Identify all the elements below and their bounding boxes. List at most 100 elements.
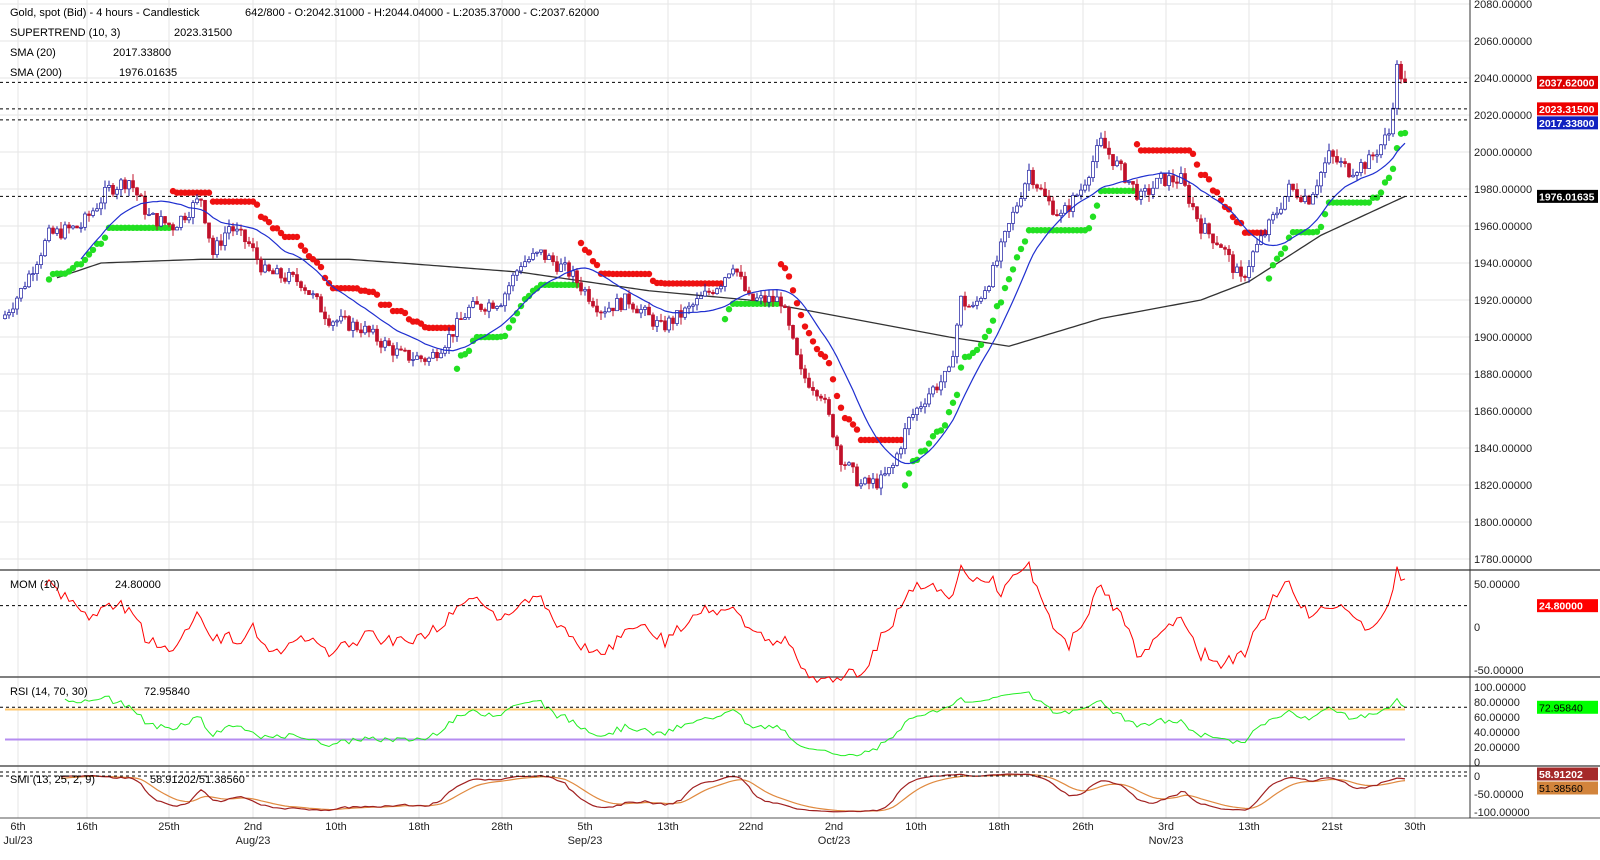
candle-up bbox=[523, 261, 527, 267]
date-tick-day: 16th bbox=[76, 821, 97, 833]
sma200-value: 1976.01635 bbox=[119, 67, 178, 79]
candle-up bbox=[1023, 183, 1027, 199]
supertrend-up-dot bbox=[89, 246, 97, 254]
candle-down bbox=[839, 445, 843, 465]
price-tick-label: 1880.00000 bbox=[1474, 369, 1532, 381]
candle-down bbox=[399, 348, 403, 351]
candle-up bbox=[983, 290, 987, 299]
supertrend-down-dot bbox=[793, 299, 801, 307]
candle-down bbox=[267, 264, 271, 272]
candle-up bbox=[31, 273, 35, 275]
candle-down bbox=[1331, 150, 1335, 157]
rsi-tick-label: 40.00000 bbox=[1474, 727, 1520, 739]
supertrend-up-dot bbox=[929, 433, 937, 440]
candle-up bbox=[63, 224, 67, 239]
candle-down bbox=[1215, 242, 1219, 245]
candle-down bbox=[483, 309, 487, 312]
supertrend-down-dot bbox=[833, 392, 841, 400]
supertrend-up-dot bbox=[165, 224, 173, 232]
candle-down bbox=[391, 345, 395, 356]
candle-down bbox=[1043, 188, 1047, 197]
candle-down bbox=[1147, 188, 1151, 195]
candle-up bbox=[235, 228, 239, 232]
candle-up bbox=[1099, 137, 1103, 146]
supertrend-up-dot bbox=[977, 341, 985, 349]
candle-up bbox=[859, 483, 863, 487]
candle-down bbox=[343, 315, 347, 318]
supertrend-down-dot bbox=[297, 242, 305, 249]
supertrend-up-dot bbox=[469, 337, 477, 345]
supertrend-down-dot bbox=[1205, 176, 1213, 183]
candle-up bbox=[215, 240, 219, 255]
candle-down bbox=[611, 307, 615, 312]
candle-up bbox=[1027, 169, 1031, 185]
sma20-price-tag-text: 2017.33800 bbox=[1539, 118, 1595, 130]
sma200-label: SMA (200) bbox=[10, 67, 62, 79]
candle-up bbox=[351, 321, 355, 331]
supertrend-up-dot bbox=[1277, 250, 1285, 258]
candle-down bbox=[579, 282, 583, 292]
candle-up bbox=[1127, 181, 1131, 183]
candle-up bbox=[71, 225, 75, 229]
candle-down bbox=[823, 397, 827, 400]
candle-up bbox=[527, 259, 531, 263]
candle-down bbox=[1031, 169, 1035, 186]
date-tick-day: 28th bbox=[491, 821, 512, 833]
candle-up bbox=[695, 298, 699, 306]
candle-down bbox=[283, 277, 287, 282]
smi-tag-text: 58.91202 bbox=[1539, 769, 1583, 781]
supertrend-up-dot bbox=[949, 399, 957, 406]
date-tick-month: Nov/23 bbox=[1149, 835, 1184, 847]
smi-signal-tag-text: 51.38560 bbox=[1539, 783, 1583, 795]
ohlc-readout: 642/800 - O:2042.31000 - H:2044.04000 - … bbox=[245, 7, 600, 19]
supertrend-up-dot bbox=[901, 482, 909, 489]
supertrend-down-dot bbox=[785, 273, 793, 280]
supertrend-down-dot bbox=[313, 259, 321, 266]
candle-up bbox=[195, 198, 199, 203]
candle-up bbox=[891, 464, 895, 469]
candle-down bbox=[1211, 233, 1215, 244]
candle-down bbox=[111, 184, 115, 195]
candle-down bbox=[659, 320, 663, 322]
candle-up bbox=[1323, 162, 1327, 173]
candle-up bbox=[995, 260, 999, 266]
rsi-tick-label: 20.00000 bbox=[1474, 742, 1520, 754]
candle-down bbox=[1307, 195, 1311, 205]
supertrend-up-dot bbox=[101, 234, 109, 241]
supertrend-up-dot bbox=[985, 327, 993, 335]
candle-down bbox=[135, 187, 139, 196]
candle-down bbox=[739, 271, 743, 277]
date-tick-day: 5th bbox=[577, 821, 592, 833]
candle-down bbox=[303, 287, 307, 291]
supertrend-down-dot bbox=[1201, 171, 1209, 179]
candle-up bbox=[1367, 154, 1371, 169]
price-tick-label: 1820.00000 bbox=[1474, 480, 1532, 492]
candle-down bbox=[87, 213, 91, 216]
candle-down bbox=[1131, 181, 1135, 185]
rsi-tick-label: 80.00000 bbox=[1474, 697, 1520, 709]
candle-up bbox=[603, 311, 607, 314]
candle-up bbox=[1255, 244, 1259, 253]
date-tick-day: 13th bbox=[657, 821, 678, 833]
supertrend-down-dot bbox=[777, 261, 785, 268]
candle-up bbox=[1019, 198, 1023, 207]
candle-down bbox=[279, 268, 283, 279]
candle-down bbox=[327, 318, 331, 326]
candle-up bbox=[571, 270, 575, 277]
candle-up bbox=[979, 298, 983, 302]
candle-up bbox=[115, 189, 119, 195]
candle-down bbox=[1291, 183, 1295, 190]
supertrend-down-dot bbox=[1229, 213, 1237, 221]
supertrend-price-tag-text: 2023.31500 bbox=[1539, 104, 1595, 116]
candle-up bbox=[263, 264, 267, 273]
smi-tick-label: 0 bbox=[1474, 771, 1480, 783]
candle-down bbox=[51, 227, 55, 234]
candle-down bbox=[707, 290, 711, 293]
supertrend-up-dot bbox=[81, 256, 89, 264]
supertrend-up-dot bbox=[1005, 276, 1013, 283]
supertrend-up-dot bbox=[1013, 254, 1021, 261]
candle-down bbox=[595, 305, 599, 313]
candle-down bbox=[1227, 248, 1231, 256]
candle-up bbox=[1315, 185, 1319, 195]
